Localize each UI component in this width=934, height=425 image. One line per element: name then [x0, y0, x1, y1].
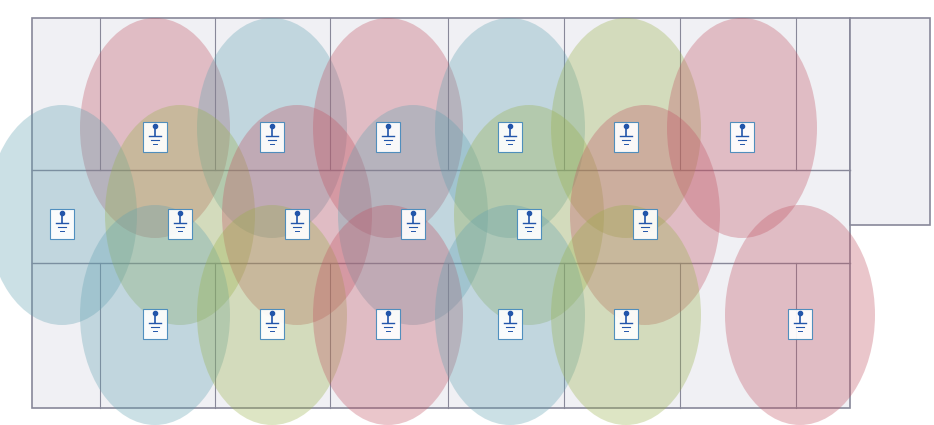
Ellipse shape: [197, 205, 347, 425]
FancyBboxPatch shape: [260, 122, 284, 152]
FancyBboxPatch shape: [260, 309, 284, 339]
Ellipse shape: [454, 105, 604, 325]
FancyBboxPatch shape: [498, 309, 522, 339]
Ellipse shape: [197, 18, 347, 238]
FancyBboxPatch shape: [50, 209, 74, 239]
FancyBboxPatch shape: [633, 209, 657, 239]
Ellipse shape: [725, 205, 875, 425]
Ellipse shape: [338, 105, 488, 325]
Ellipse shape: [222, 105, 372, 325]
Ellipse shape: [435, 18, 585, 238]
Bar: [850, 18, 930, 225]
Ellipse shape: [80, 205, 230, 425]
Ellipse shape: [570, 105, 720, 325]
Ellipse shape: [313, 18, 463, 238]
Bar: [32, 18, 850, 408]
FancyBboxPatch shape: [517, 209, 541, 239]
FancyBboxPatch shape: [143, 122, 167, 152]
Ellipse shape: [313, 205, 463, 425]
FancyBboxPatch shape: [730, 122, 754, 152]
FancyBboxPatch shape: [788, 309, 812, 339]
Ellipse shape: [551, 205, 701, 425]
Ellipse shape: [551, 18, 701, 238]
FancyBboxPatch shape: [376, 309, 400, 339]
FancyBboxPatch shape: [614, 122, 638, 152]
FancyBboxPatch shape: [143, 309, 167, 339]
Ellipse shape: [80, 18, 230, 238]
FancyBboxPatch shape: [285, 209, 309, 239]
FancyBboxPatch shape: [614, 309, 638, 339]
Ellipse shape: [435, 205, 585, 425]
Ellipse shape: [105, 105, 255, 325]
FancyBboxPatch shape: [498, 122, 522, 152]
FancyBboxPatch shape: [376, 122, 400, 152]
FancyBboxPatch shape: [168, 209, 192, 239]
FancyBboxPatch shape: [401, 209, 425, 239]
Ellipse shape: [0, 105, 137, 325]
Ellipse shape: [667, 18, 817, 238]
